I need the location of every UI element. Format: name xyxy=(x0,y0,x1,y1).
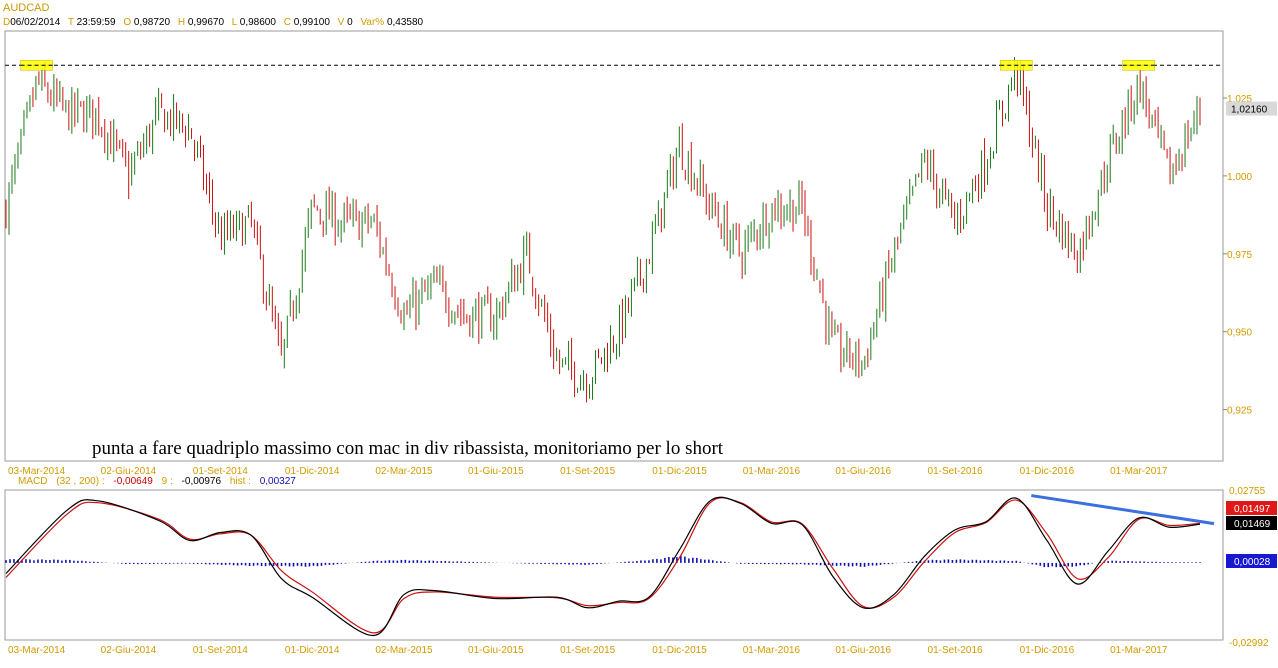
signal-value-tag xyxy=(1226,501,1277,515)
open-value: 0,98720 xyxy=(133,17,171,28)
price-x-tick-label: 01-Set-2015 xyxy=(560,466,615,477)
time-key: T xyxy=(67,17,74,28)
high-key: H xyxy=(177,17,186,28)
macd-value-tag xyxy=(1226,516,1277,530)
price-x-tick-label: 01-Mar-2017 xyxy=(1110,466,1168,477)
macd-x-tick-label: 01-Set-2016 xyxy=(928,645,983,656)
macd-x-tick-label: 01-Mar-2017 xyxy=(1110,645,1168,656)
macd-plot-frame xyxy=(4,489,1224,641)
macd-x-tick-label: 01-Dic-2016 xyxy=(1020,645,1075,656)
hist-label: hist : xyxy=(229,476,251,487)
close-value: 0,99100 xyxy=(293,17,330,28)
last-price-label: 1,02160 xyxy=(1231,105,1268,116)
symbol-title: AUDCAD xyxy=(3,2,50,14)
price-y-tick-label: 1,000 xyxy=(1227,172,1252,183)
price-x-tick-label: 01-Giu-2016 xyxy=(835,466,891,477)
close-key: C xyxy=(283,17,291,28)
hist-value-tag xyxy=(1226,554,1277,568)
low-readout: L 0,98600 xyxy=(232,17,276,28)
price-x-tick-label: 01-Mar-2016 xyxy=(743,466,801,477)
macd-x-tick-label: 01-Giu-2016 xyxy=(835,645,891,656)
macd-x-tick-label: 02-Mar-2015 xyxy=(375,645,433,656)
date-key: D xyxy=(3,17,11,28)
price-y-tick-label: 0,950 xyxy=(1227,328,1252,339)
macd-line xyxy=(5,496,1201,637)
volume-value: 0 xyxy=(347,17,353,28)
price-x-tick-label: 02-Giu-2014 xyxy=(101,466,157,477)
macd-value: -0,00649 xyxy=(113,476,153,487)
signal-value-label: 0,01497 xyxy=(1234,504,1271,515)
macd-x-tick-label: 01-Set-2015 xyxy=(560,645,615,656)
macd-params: (32 , 200) : xyxy=(56,476,105,487)
macd-info-bar: MACD (32 , 200) : -0,00649 9 : -0,00976 … xyxy=(18,476,302,487)
macd-histogram xyxy=(5,555,1201,568)
price-x-tick-label: 01-Set-2016 xyxy=(928,466,983,477)
macd-y-tick-label: -0,02992 xyxy=(1229,638,1269,649)
macd-x-tick-label: 01-Set-2014 xyxy=(193,645,248,656)
open-key: O xyxy=(123,17,132,28)
price-x-tick-label: 01-Set-2014 xyxy=(193,466,248,477)
signal-label: 9 : xyxy=(161,476,173,487)
date-value: 06/02/2014 xyxy=(10,17,61,28)
var-readout: Var% 0,43580 xyxy=(360,17,423,28)
macd-x-tick-label: 01-Dic-2014 xyxy=(285,645,340,656)
volume-key: V xyxy=(337,17,345,28)
price-x-tick-label: 01-Giu-2015 xyxy=(468,466,524,477)
date-readout: D06/02/2014 xyxy=(3,17,60,28)
time-value: 23:59:59 xyxy=(76,17,116,28)
macd-x-tick-label: 01-Mar-2016 xyxy=(743,645,801,656)
candlesticks xyxy=(5,57,1201,403)
price-x-tick-label: 02-Mar-2015 xyxy=(375,466,433,477)
ohlc-info-bar: D06/02/2014 T 23:59:59 O 0,98720 H 0,996… xyxy=(3,17,428,28)
volume-readout: V 0 xyxy=(338,17,353,28)
hist-value: 0,00327 xyxy=(259,476,296,487)
macd-x-tick-label: 02-Giu-2014 xyxy=(101,645,157,656)
macd-x-tick-label: 03-Mar-2014 xyxy=(8,645,66,656)
var-value: 0,43580 xyxy=(386,17,424,28)
price-x-tick-label: 01-Dic-2015 xyxy=(652,466,707,477)
macd-pane[interactable]: 0,02755 -0,02992 0,01497 0,01469 0,00028 03-M… xyxy=(4,486,1277,656)
macd-x-tick-label: 01-Giu-2015 xyxy=(468,645,524,656)
price-plot-frame xyxy=(4,30,1224,462)
price-y-tick-label: 0,925 xyxy=(1227,406,1252,417)
hist-value-label: 0,00028 xyxy=(1234,557,1271,568)
time-readout: T 23:59:59 xyxy=(68,17,116,28)
macd-value-label: 0,01469 xyxy=(1234,519,1271,530)
low-key: L xyxy=(231,17,237,28)
price-x-tick-label: 01-Dic-2016 xyxy=(1020,466,1075,477)
macd-y-tick-label: 0,02755 xyxy=(1229,486,1266,497)
signal-line xyxy=(5,497,1201,634)
price-y-tick-label: 1,025 xyxy=(1227,94,1252,105)
last-price-tag xyxy=(1226,101,1277,116)
open-readout: O 0,98720 xyxy=(123,17,170,28)
price-x-tick-label: 01-Dic-2014 xyxy=(285,466,340,477)
high-readout: H 0,99670 xyxy=(178,17,224,28)
annotation-text: punta a fare quadriplo massimo con mac i… xyxy=(92,438,724,459)
price-pane[interactable]: 1,025 1,000 0,975 0,950 0,925 1,02160 03-Mar-2… xyxy=(4,30,1277,477)
price-x-tick-label: 03-Mar-2014 xyxy=(8,466,66,477)
signal-value: -0,00976 xyxy=(181,476,222,487)
divergence-trendline xyxy=(1031,494,1215,526)
var-key: Var% xyxy=(360,17,385,28)
high-value: 0,99670 xyxy=(187,17,225,28)
macd-x-tick-label: 01-Dic-2015 xyxy=(652,645,707,656)
low-value: 0,98600 xyxy=(239,17,276,28)
price-y-tick-label: 0,975 xyxy=(1227,250,1252,261)
close-readout: C 0,99100 xyxy=(284,17,330,28)
macd-label: MACD xyxy=(18,476,48,487)
